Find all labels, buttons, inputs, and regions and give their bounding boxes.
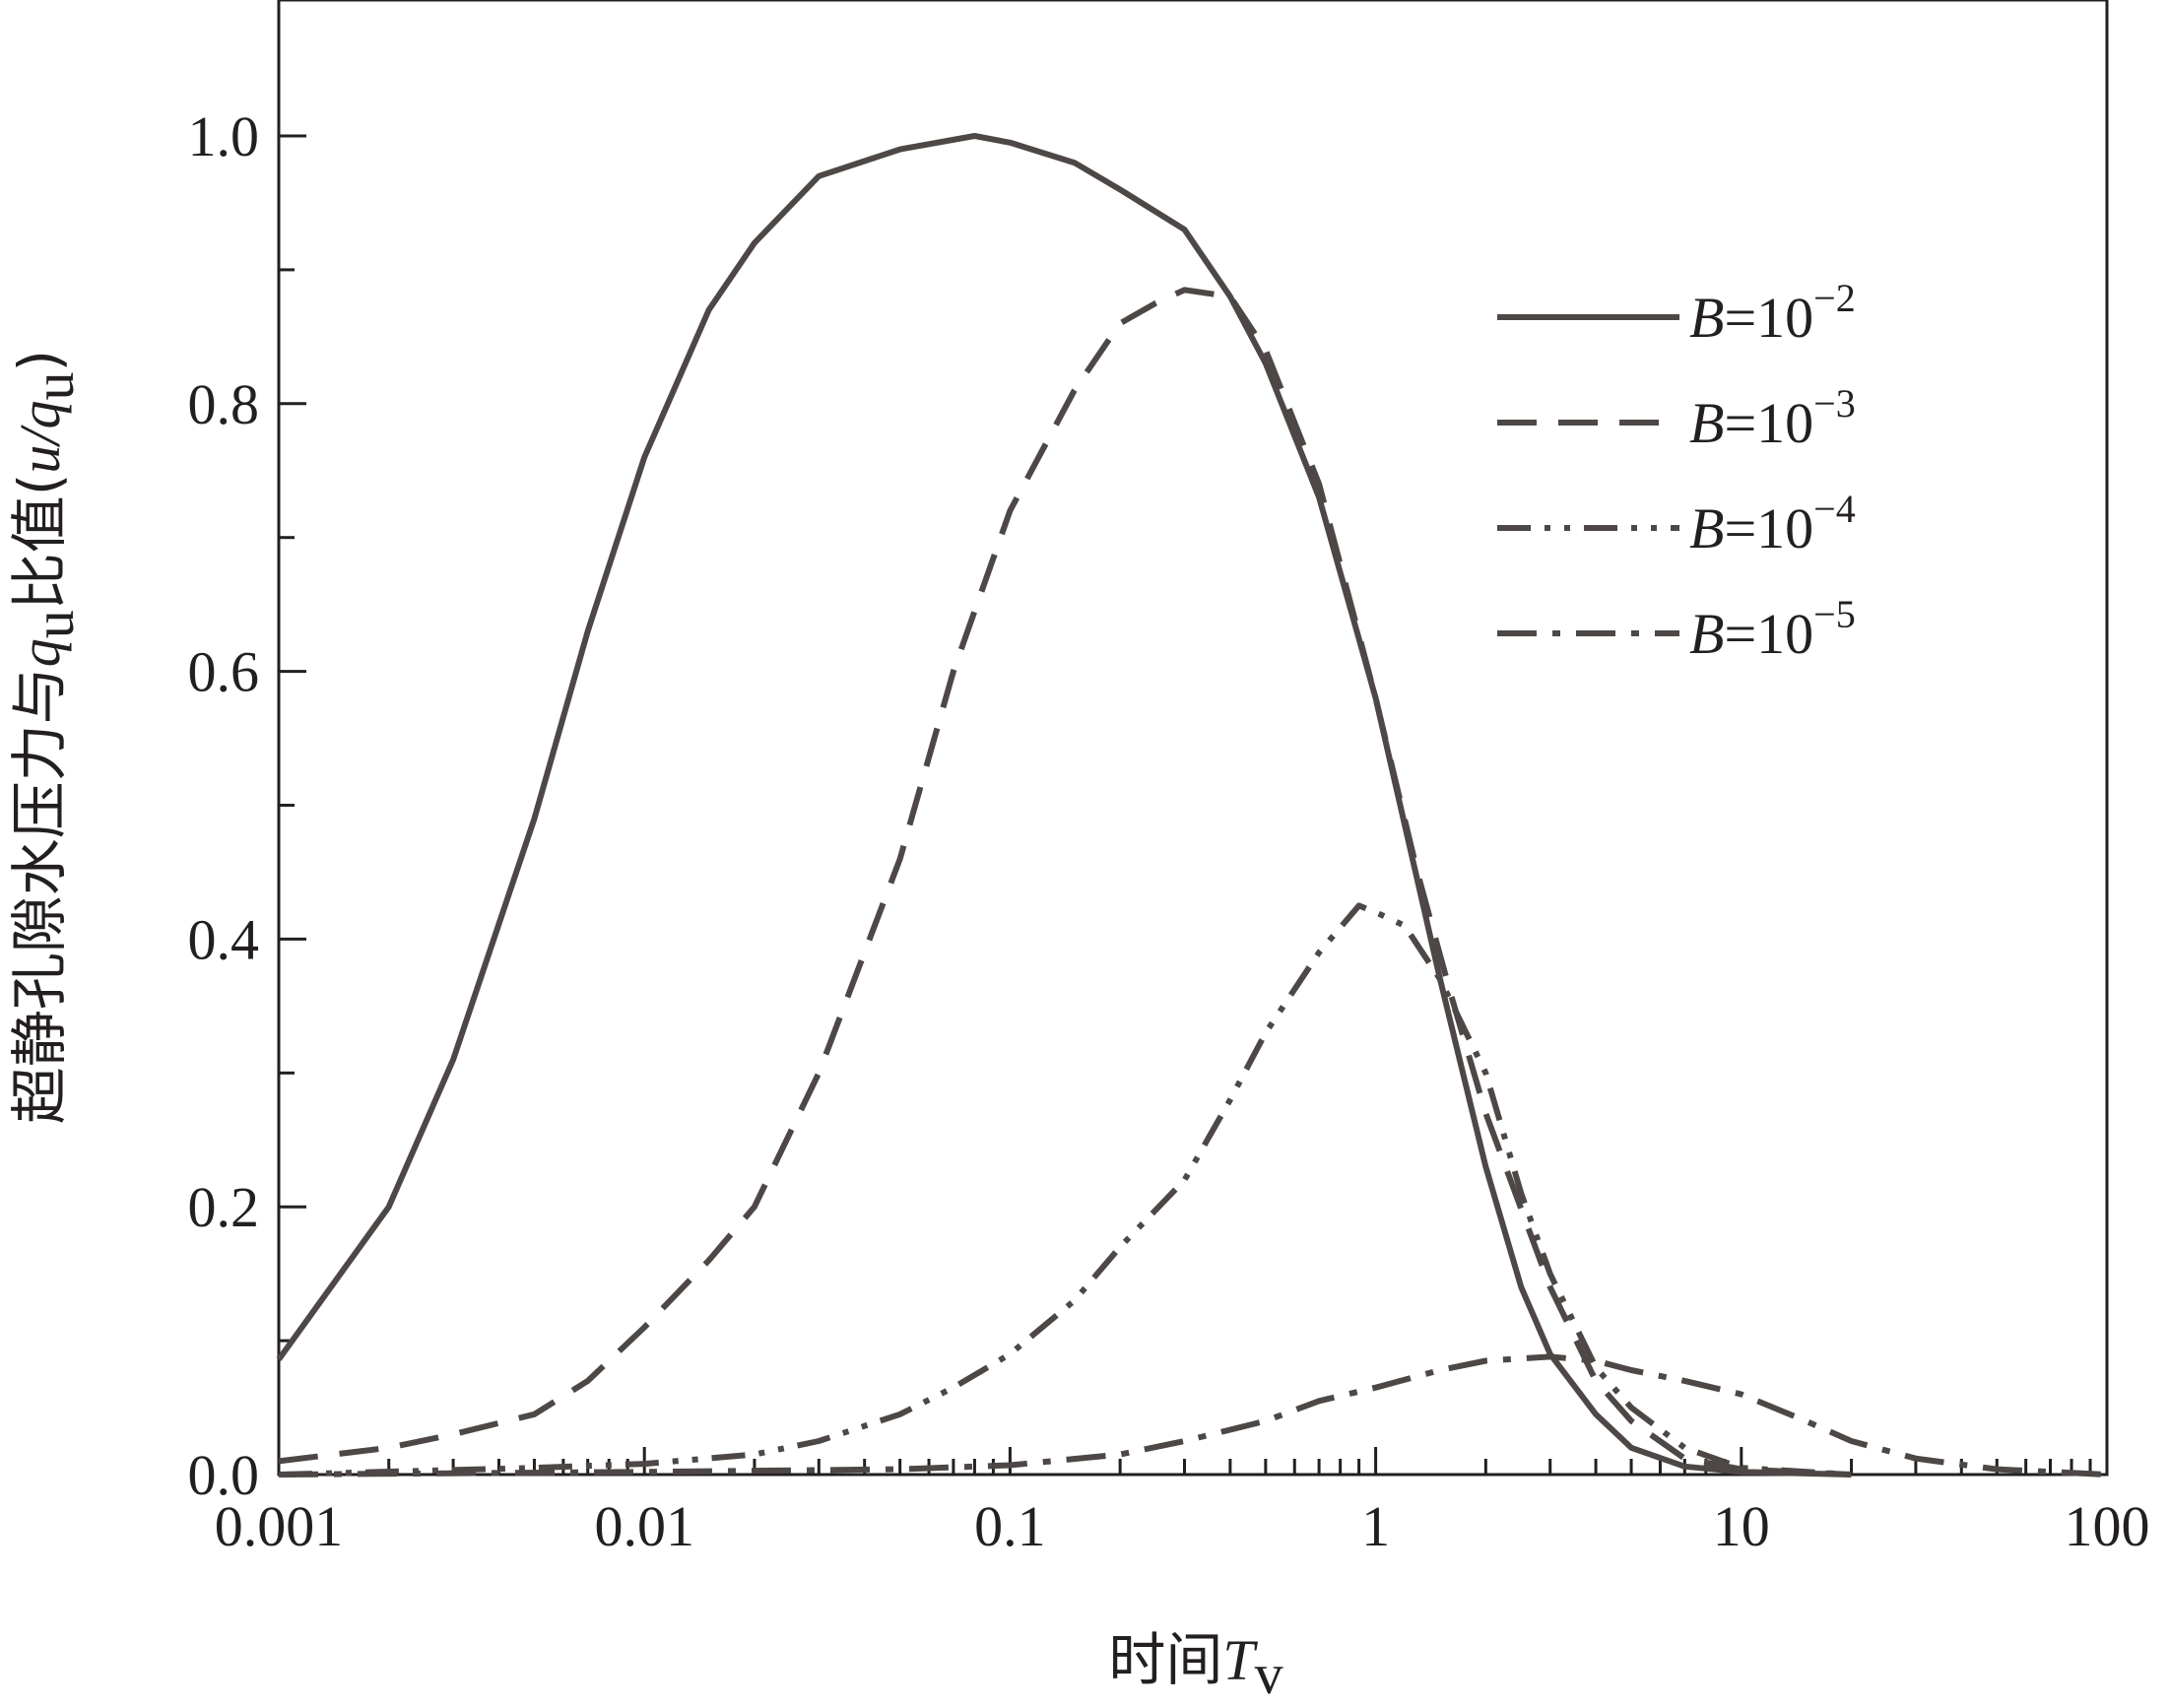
x-axis-ticks: 0.001 0.01 0.1 1 10 100 [215, 1447, 2150, 1558]
series-lines [276, 133, 2108, 1478]
legend-label-1: B=10−2 [1689, 276, 1856, 350]
x-tick-label: 1 [1361, 1494, 1390, 1558]
x-tick-label: 0.001 [215, 1494, 344, 1558]
plot-frame [277, 0, 2109, 1477]
y-tick-label: 0.6 [188, 640, 260, 704]
series-line-1 [276, 133, 1852, 1478]
x-tick-label: 0.1 [974, 1494, 1046, 1558]
x-tick-label: 0.01 [594, 1494, 694, 1558]
series-line-2 [278, 287, 1852, 1478]
y-tick-label: 0.0 [188, 1443, 260, 1507]
legend-label-3: B=10−4 [1689, 487, 1856, 560]
y-tick-label: 0.4 [188, 907, 260, 971]
y-tick-label: 1.0 [188, 104, 260, 168]
legend: B=10−2 B=10−3 B=10−4 B=10−5 [1497, 276, 1856, 666]
series-line-4 [278, 1353, 2108, 1478]
legend-label-4: B=10−5 [1689, 592, 1856, 666]
y-axis-title: 超静孔隙水压力与qu比值(u/qu) [6, 350, 86, 1124]
legend-label-2: B=10−3 [1689, 381, 1856, 455]
x-tick-label: 10 [1713, 1494, 1770, 1558]
series-line-3 [278, 902, 1852, 1478]
y-tick-label: 0.2 [188, 1175, 260, 1239]
y-tick-label: 0.8 [188, 372, 260, 436]
x-tick-label: 100 [2065, 1494, 2150, 1558]
x-axis-title: 时间Tv [1108, 1626, 1282, 1706]
y-axis-ticks: 0.0 0.2 0.4 0.6 0.8 1.0 [188, 104, 306, 1507]
